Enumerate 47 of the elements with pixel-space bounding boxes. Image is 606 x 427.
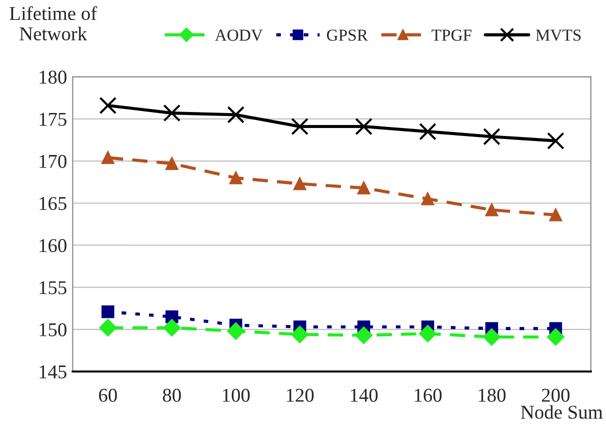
y-tick-label: 160 [40, 239, 66, 252]
legend-label: AODV [214, 30, 263, 41]
point [99, 96, 117, 114]
x-tick-label: 140 [350, 388, 378, 402]
point [357, 182, 370, 194]
y-tick-label: 180 [40, 70, 66, 84]
point [483, 128, 500, 146]
point [165, 157, 178, 170]
point [419, 122, 436, 140]
point [293, 177, 306, 190]
point [419, 324, 436, 342]
point [546, 132, 564, 150]
point [421, 192, 434, 206]
point [291, 326, 308, 344]
x-tick-label: 160 [414, 388, 442, 402]
point [549, 208, 562, 222]
point [163, 104, 181, 122]
point [102, 305, 114, 318]
y-tick-label: 175 [40, 112, 66, 126]
y-tick-label: 170 [40, 154, 66, 168]
point [291, 118, 308, 136]
point [483, 328, 500, 346]
point [546, 328, 564, 346]
x-tick-label: 180 [478, 388, 506, 402]
x-tick-label: 100 [222, 388, 250, 402]
point [227, 322, 245, 340]
y-tick-label: 145 [40, 365, 66, 378]
point [99, 319, 117, 336]
point [163, 319, 181, 336]
point [355, 326, 372, 344]
point [227, 106, 245, 124]
x-tick-label: 80 [162, 388, 181, 402]
y-axis-title: Lifetime of Network [10, 6, 98, 40]
point [229, 171, 242, 184]
x-tick-label: 120 [286, 388, 314, 402]
point [485, 203, 498, 216]
y-tick-label: 165 [40, 197, 66, 210]
point [355, 118, 372, 136]
point [102, 151, 114, 164]
legend-label: GPSR [326, 30, 368, 41]
legend-label: TPGF [432, 30, 472, 41]
y-tick-label: 150 [40, 323, 66, 336]
x-tick-label: 200 [542, 388, 570, 402]
x-tick-label: 60 [99, 388, 117, 402]
x-axis-title: Node Sum [520, 405, 603, 419]
legend-label: MVTS [536, 30, 581, 41]
y-tick-label: 155 [40, 281, 66, 294]
